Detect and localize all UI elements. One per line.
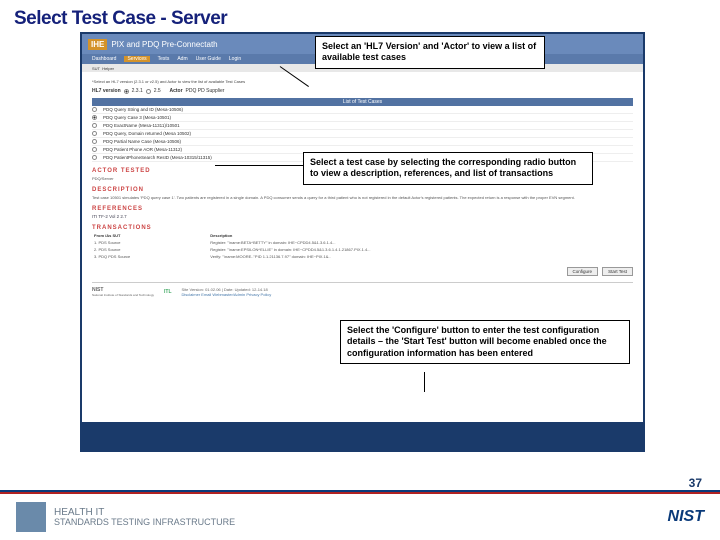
- callout-1: Select an 'HL7 Version' and 'Actor' to v…: [315, 36, 545, 69]
- instruction-text: *Select an HL7 version (2.3.1 or v2.5) a…: [92, 79, 633, 84]
- health-it-block: HEALTH IT STANDARDS TESTING INFRASTRUCTU…: [16, 502, 235, 532]
- test-row: PDQ ExactName (Mesa-11311)/10501: [92, 122, 633, 130]
- nav-tests[interactable]: Tests: [158, 56, 170, 62]
- test-label: PDQ PatientPhoneSearch ResID (Mesa-10315…: [103, 155, 212, 160]
- slide-footer: HEALTH IT STANDARDS TESTING INFRASTRUCTU…: [0, 490, 720, 540]
- trans-cell: 3. PDQ PDS Source: [94, 254, 208, 259]
- test-radio[interactable]: [92, 139, 97, 144]
- nav-adm[interactable]: Adm: [177, 56, 187, 62]
- page-number: 37: [689, 476, 702, 490]
- test-row: PDQ Query, Domain returned (Mesa 10502): [92, 130, 633, 138]
- callout-line: [424, 372, 425, 392]
- trans-cell: 2. PDS Source: [94, 247, 208, 252]
- references-section: REFERENCES: [92, 206, 633, 212]
- v231-label: 2.3.1: [132, 88, 143, 94]
- slide-title: Select Test Case - Server: [14, 8, 227, 30]
- sub-helper[interactable]: Helper: [102, 66, 114, 71]
- trans-cell: Verify: "\name:MOORE.."PID 1.1.21136.7.9…: [210, 254, 631, 259]
- test-row: PDQ Partial Name Case (Mesa-10506): [92, 138, 633, 146]
- test-label: PDQ Partial Name Case (Mesa-10506): [103, 139, 181, 144]
- app-title: PIX and PDQ Pre-Connectath: [111, 40, 217, 49]
- app-footer: NIST National Institute of Standards and…: [92, 282, 633, 297]
- nist-footer-logo: NIST: [668, 508, 704, 526]
- test-radio[interactable]: [92, 155, 97, 160]
- col-desc: Description: [210, 233, 631, 238]
- test-radio[interactable]: [92, 131, 97, 136]
- test-label: PDQ Query Case 3 (Mesa-10501): [103, 115, 171, 120]
- button-row: Configure Start Test: [92, 267, 633, 276]
- nist-subtitle: National Institute of Standards and Tech…: [92, 293, 154, 297]
- sub-sut[interactable]: SUT: [92, 66, 100, 71]
- callout-2: Select a test case by selecting the corr…: [303, 152, 593, 185]
- test-label: PDQ ExactName (Mesa-11311)/10501: [103, 123, 180, 128]
- table-row: 3. PDQ PDS SourceVerify: "\name:MOORE.."…: [94, 254, 631, 259]
- callout-line: [215, 165, 303, 166]
- trans-cell: Register: "\name:BETA^BETTY" in domain: …: [210, 240, 631, 245]
- radio-v25[interactable]: [146, 89, 151, 94]
- health-it-line1: HEALTH IT: [54, 507, 235, 518]
- configure-button[interactable]: Configure: [567, 267, 599, 276]
- filter-row: HL7 version 2.3.1 2.5 Actor PDQ PD Suppl…: [92, 88, 633, 94]
- footer-links[interactable]: Disclaimer Email Webmaster/Admin Privacy…: [182, 292, 272, 297]
- health-it-line2: STANDARDS TESTING INFRASTRUCTURE: [54, 518, 235, 528]
- start-test-button[interactable]: Start Test: [602, 267, 633, 276]
- test-row: PDQ Query String and ID (Mesa-10506): [92, 106, 633, 114]
- test-label: PDQ Patient Phone AOR (Mesa-11312): [103, 147, 182, 152]
- list-header: List of Test Cases: [92, 98, 633, 106]
- itl-logo: ITL: [164, 289, 172, 295]
- table-row: 2. PDS SourceRegister: "\name:EPSILON^EL…: [94, 247, 631, 252]
- radio-v231[interactable]: [124, 89, 129, 94]
- v25-label: 2.5: [154, 88, 161, 94]
- test-radio[interactable]: [92, 147, 97, 152]
- content-area: *Select an HL7 version (2.3.1 or v2.5) a…: [82, 72, 643, 301]
- reference-item: ITI TF-2 Vol 2 2.7: [92, 214, 633, 219]
- description-section: DESCRIPTION: [92, 187, 633, 193]
- test-radio[interactable]: [92, 123, 97, 128]
- nav-services[interactable]: Services: [124, 56, 149, 62]
- actor-label: Actor: [169, 88, 182, 94]
- test-radio[interactable]: [92, 107, 97, 112]
- screenshot-frame: IHE PIX and PDQ Pre-Connectath Dashboard…: [80, 32, 645, 452]
- nav-userguide[interactable]: User Guide: [196, 56, 221, 62]
- health-it-icon: [16, 502, 46, 532]
- col-from: From /As SUT: [94, 233, 208, 238]
- table-row: 1. PDS SourceRegister: "\name:BETA^BETTY…: [94, 240, 631, 245]
- ihe-logo: IHE: [88, 39, 107, 50]
- nav-login[interactable]: Login: [229, 56, 241, 62]
- test-label: PDQ Query String and ID (Mesa-10506): [103, 107, 183, 112]
- actor-value: PDQ PD Supplier: [186, 88, 225, 94]
- nav-dashboard[interactable]: Dashboard: [92, 56, 116, 62]
- test-label: PDQ Query, Domain returned (Mesa 10502): [103, 131, 191, 136]
- callout-3: Select the 'Configure' button to enter t…: [340, 320, 630, 364]
- footer-content: HEALTH IT STANDARDS TESTING INFRASTRUCTU…: [0, 494, 720, 540]
- trans-cell: Register: "\name:EPSILON^ELLIE" in domai…: [210, 247, 631, 252]
- test-row: PDQ Query Case 3 (Mesa-10501): [92, 114, 633, 122]
- trans-cell: 1. PDS Source: [94, 240, 208, 245]
- test-radio[interactable]: [92, 115, 97, 120]
- hl7-label: HL7 version: [92, 88, 121, 94]
- transactions-table: From /As SUTDescription 1. PDS SourceReg…: [92, 231, 633, 261]
- health-it-text: HEALTH IT STANDARDS TESTING INFRASTRUCTU…: [54, 507, 235, 528]
- app-screenshot: IHE PIX and PDQ Pre-Connectath Dashboard…: [82, 34, 643, 422]
- description-text: Test case 10501 simulates 'PDQ query cas…: [92, 195, 633, 200]
